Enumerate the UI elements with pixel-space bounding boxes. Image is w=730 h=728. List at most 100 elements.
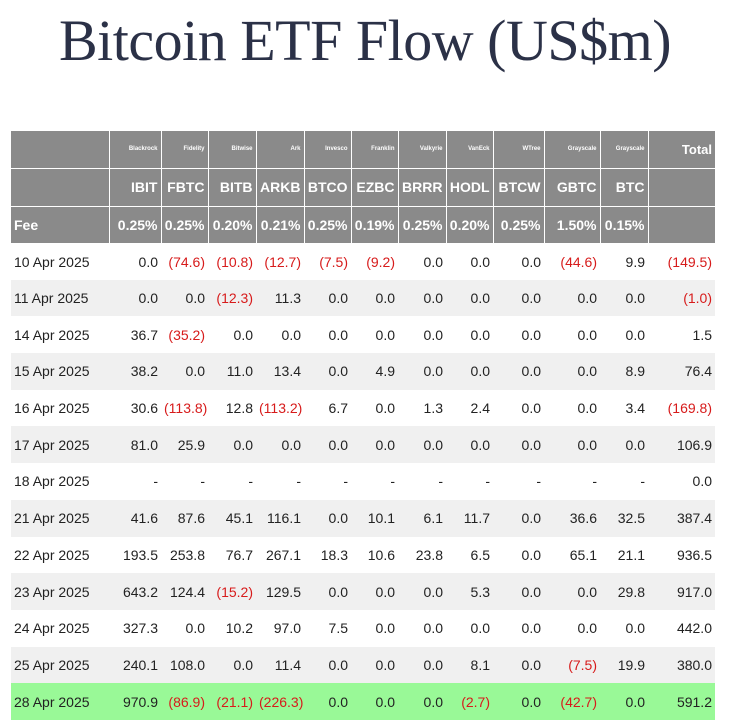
flow-cell: 0.0 xyxy=(493,316,544,354)
table-body: Blackrock Fidelity Bitwise Ark Invesco Frankl… xyxy=(11,131,715,720)
table-row: 21 Apr 2025 41.6 87.6 45.1 116.1 0.0 10.1 6.1 11… xyxy=(11,499,715,537)
flow-cell: 0.0 xyxy=(304,353,351,390)
flow-cell: 0.0 xyxy=(600,279,648,317)
flow-cell: (113.2) xyxy=(256,389,304,427)
issuer-header-row: Blackrock Fidelity Bitwise Ark Invesco Frankl… xyxy=(11,131,715,169)
flow-cell: 0.0 xyxy=(161,279,208,317)
table-row: 28 Apr 2025 970.9 (86.9) (21.1) (226.3) 0.0 0.… xyxy=(11,683,715,720)
flow-cell: 0.0 xyxy=(161,353,208,390)
flow-cell: 30.6 xyxy=(109,389,161,427)
flow-cell: 0.0 xyxy=(351,316,398,354)
flow-cell: (74.6) xyxy=(161,243,208,280)
ticker-header-row-cell: FBTC xyxy=(161,168,209,207)
flow-cell: 0.0 xyxy=(493,243,544,280)
flow-cell: (86.9) xyxy=(161,683,208,720)
flow-cell: 29.8 xyxy=(600,573,648,610)
flow-cell: 124.4 xyxy=(161,573,208,610)
flow-cell: 87.6 xyxy=(161,499,208,537)
flow-cell: 0.0 xyxy=(351,573,398,610)
flow-cell: 0.0 xyxy=(446,243,493,280)
issuer-header-row-cell: Ark xyxy=(256,131,305,169)
ticker-header-row-cell: ARKB xyxy=(256,168,305,207)
date-cell: 14 Apr 2025 xyxy=(11,316,109,354)
flow-cell: (10.8) xyxy=(208,243,256,280)
ticker-header-row-cell: BRRR xyxy=(398,168,447,207)
flow-cell: 0.0 xyxy=(446,316,493,354)
flow-cell: (35.2) xyxy=(161,316,208,354)
flow-cell: 0.0 xyxy=(493,536,544,574)
ticker-header-row-cell xyxy=(11,168,110,207)
flow-cell: 267.1 xyxy=(256,536,304,574)
flow-cell: 0.0 xyxy=(493,279,544,317)
flow-cell: - xyxy=(600,463,648,500)
flow-cell: - xyxy=(446,463,493,500)
issuer-header-row-cell: Blackrock xyxy=(109,131,162,169)
flow-cell: 0.0 xyxy=(544,279,600,317)
fee-header-row-cell: Fee xyxy=(11,206,110,244)
fee-header-row-cell: 0.15% xyxy=(600,206,649,244)
flow-cell: 0.0 xyxy=(398,316,446,354)
flow-cell: 0.0 xyxy=(109,279,161,317)
flow-cell: 0.0 xyxy=(446,279,493,317)
flow-cell: 4.9 xyxy=(351,353,398,390)
flow-cell: 0.0 xyxy=(600,609,648,647)
table-row: 10 Apr 2025 0.0 (74.6) (10.8) (12.7) (7.5) (9.… xyxy=(11,243,715,280)
flow-cell: 0.0 xyxy=(600,316,648,354)
table-row: 25 Apr 2025 240.1 108.0 0.0 11.4 0.0 0.0 0.0 8.1… xyxy=(11,646,715,684)
flow-cell: 0.0 xyxy=(304,426,351,464)
flow-cell: 193.5 xyxy=(109,536,161,574)
flow-cell: 45.1 xyxy=(208,499,256,537)
table-row: 14 Apr 2025 36.7 (35.2) 0.0 0.0 0.0 0.0 0.0 0.0 0… xyxy=(11,316,715,354)
flow-cell: 13.4 xyxy=(256,353,304,390)
fee-header-row-cell: 0.20% xyxy=(446,206,494,244)
flow-cell: 970.9 xyxy=(109,683,161,720)
flow-cell: (12.7) xyxy=(256,243,304,280)
total-cell: 1.5 xyxy=(648,316,715,354)
flow-cell: 19.9 xyxy=(600,646,648,684)
flow-cell: 0.0 xyxy=(109,243,161,280)
ticker-header-row-cell xyxy=(648,168,715,207)
total-cell: 380.0 xyxy=(648,646,715,684)
flow-cell: 253.8 xyxy=(161,536,208,574)
flow-cell: 0.0 xyxy=(208,316,256,354)
ticker-header-row-cell: BTCW xyxy=(493,168,545,207)
issuer-header-row-cell: Franklin xyxy=(351,131,399,169)
flow-cell: 11.4 xyxy=(256,646,304,684)
table-row: 24 Apr 2025 327.3 0.0 10.2 97.0 7.5 0.0 0.0 0.0 0… xyxy=(11,609,715,647)
flow-cell: 8.9 xyxy=(600,353,648,390)
flow-cell: 9.9 xyxy=(600,243,648,280)
flow-cell: - xyxy=(109,463,161,500)
flow-cell: - xyxy=(493,463,544,500)
flow-cell: 0.0 xyxy=(398,426,446,464)
flow-cell: 0.0 xyxy=(544,389,600,427)
flow-cell: 7.5 xyxy=(304,609,351,647)
flow-cell: 21.1 xyxy=(600,536,648,574)
table-row: 15 Apr 2025 38.2 0.0 11.0 13.4 0.0 4.9 0.0 0.0 0.… xyxy=(11,353,715,390)
flow-cell: 23.8 xyxy=(398,536,446,574)
flow-cell: 6.1 xyxy=(398,499,446,537)
table-row: 17 Apr 2025 81.0 25.9 0.0 0.0 0.0 0.0 0.0 0.0 0.0… xyxy=(11,426,715,464)
flow-cell: 116.1 xyxy=(256,499,304,537)
date-cell: 11 Apr 2025 xyxy=(11,279,109,317)
issuer-header-row-cell: Grayscale xyxy=(600,131,649,169)
fee-header-row-cell: 0.25% xyxy=(304,206,352,244)
date-cell: 25 Apr 2025 xyxy=(11,646,109,684)
flow-cell: 643.2 xyxy=(109,573,161,610)
issuer-header-row-cell: WTree xyxy=(493,131,545,169)
issuer-header-row-cell: Bitwise xyxy=(208,131,257,169)
fee-header-row-cell: 0.25% xyxy=(161,206,209,244)
fee-header-row-cell: 0.25% xyxy=(398,206,447,244)
flow-cell: 0.0 xyxy=(256,426,304,464)
flow-cell: 11.7 xyxy=(446,499,493,537)
flow-cell: 0.0 xyxy=(351,683,398,720)
flow-cell: 0.0 xyxy=(493,353,544,390)
flow-cell: 76.7 xyxy=(208,536,256,574)
issuer-header-row-cell: Fidelity xyxy=(161,131,209,169)
issuer-header-row-cell: Invesco xyxy=(304,131,352,169)
flow-cell: (7.5) xyxy=(304,243,351,280)
flow-cell: - xyxy=(208,463,256,500)
flow-cell: 0.0 xyxy=(304,316,351,354)
fee-header-row-cell: 0.25% xyxy=(493,206,545,244)
flow-cell: 2.4 xyxy=(446,389,493,427)
flow-cell: 0.0 xyxy=(398,243,446,280)
